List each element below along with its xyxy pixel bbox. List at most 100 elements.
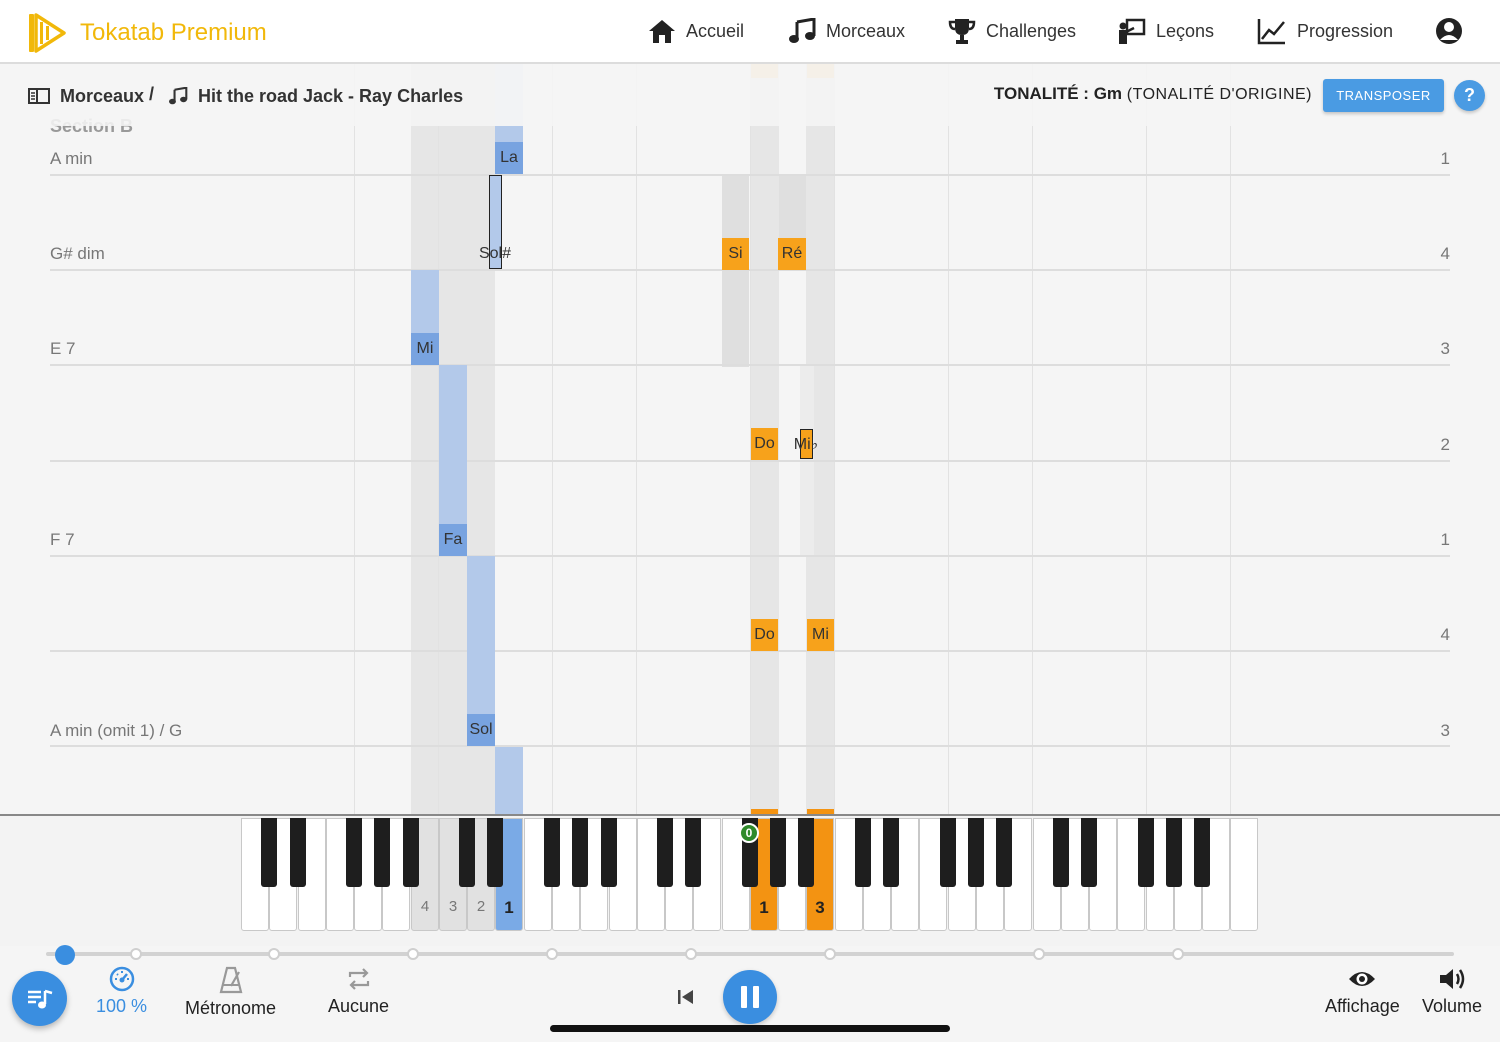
black-key[interactable] [487, 818, 504, 887]
grid-line [438, 64, 439, 814]
note-la: La [495, 142, 523, 174]
white-key[interactable] [1230, 818, 1259, 931]
black-key[interactable] [996, 818, 1013, 887]
nav-challenges[interactable]: Challenges [948, 14, 1076, 48]
song-header-bar: Morceaux / Hit the road Jack - Ray Charl… [0, 64, 1500, 126]
note-do-2: Do [751, 619, 778, 651]
black-key[interactable] [402, 818, 419, 887]
black-key[interactable] [1194, 818, 1211, 887]
loop-label: Aucune [328, 996, 390, 1016]
black-key[interactable] [289, 818, 306, 887]
black-key[interactable] [685, 818, 702, 887]
black-key[interactable] [939, 818, 956, 887]
nav-label: Morceaux [826, 20, 906, 41]
black-key[interactable] [261, 818, 278, 887]
pause-icon [741, 986, 759, 1008]
note-mi: Mi [411, 333, 439, 365]
trophy-icon [948, 19, 976, 44]
note-fa: Fa [439, 524, 467, 556]
brand-name: Tokatab Premium [80, 19, 267, 46]
section-marker[interactable] [130, 948, 142, 960]
black-key[interactable] [572, 818, 589, 887]
metronome-button[interactable]: Métronome [185, 966, 276, 1019]
finger-number: 4 [420, 898, 430, 915]
speed-control[interactable]: 100 % [96, 966, 147, 1017]
nav-label: Progression [1297, 20, 1394, 41]
play-pause-button[interactable] [723, 970, 777, 1024]
key-info: TONALITÉ : Gm (TONALITÉ D'ORIGINE) [994, 84, 1312, 104]
piano-keyboard [241, 818, 1259, 932]
nav-account[interactable] [1434, 14, 1474, 48]
black-key[interactable] [770, 818, 787, 887]
section-marker[interactable] [1172, 948, 1184, 960]
grid-line [1032, 64, 1033, 814]
nav-label: Leçons [1156, 20, 1215, 41]
finger-number: 2 [476, 898, 486, 915]
nav-accueil[interactable]: Accueil [648, 14, 744, 48]
beat-line [50, 460, 1450, 462]
black-key[interactable] [1081, 818, 1098, 887]
nav-morceaux[interactable]: Morceaux [788, 14, 905, 48]
note-tail [467, 556, 495, 716]
black-key[interactable] [968, 818, 985, 887]
black-key[interactable] [1165, 818, 1182, 887]
nav-progression[interactable]: Progression [1257, 14, 1393, 48]
key-value: Gm [1093, 84, 1123, 103]
loop-button[interactable]: Aucune [328, 966, 389, 1017]
key-lane [411, 64, 439, 814]
piano-top-border [0, 814, 1500, 816]
book-open-icon [28, 88, 50, 104]
brand[interactable]: Tokatab Premium [26, 12, 267, 54]
section-marker[interactable] [546, 948, 558, 960]
beat-line [50, 174, 1450, 176]
speedometer-icon [109, 966, 134, 992]
teacher-board-icon [1119, 18, 1146, 44]
beat-number: 4 [1440, 244, 1450, 263]
section-marker[interactable] [1033, 948, 1045, 960]
section-marker[interactable] [407, 948, 419, 960]
song-progress-track[interactable] [46, 952, 1454, 956]
note-tail [411, 270, 439, 334]
black-key[interactable] [543, 818, 560, 887]
skip-back-button[interactable] [676, 987, 696, 1012]
black-key[interactable] [459, 818, 476, 887]
black-key[interactable] [883, 818, 900, 887]
grid-line [1230, 64, 1231, 814]
speed-label: 100 % [96, 996, 148, 1016]
section-marker[interactable] [685, 948, 697, 960]
chord-label: F 7 [50, 530, 75, 549]
nav-label: Challenges [986, 20, 1077, 41]
volume-button[interactable]: Volume [1422, 966, 1482, 1017]
black-key[interactable] [657, 818, 674, 887]
transpose-button[interactable]: TRANSPOSER [1323, 79, 1444, 112]
black-key[interactable] [1137, 818, 1154, 887]
home-icon [649, 20, 675, 43]
beat-line [50, 269, 1450, 271]
beat-line [50, 555, 1450, 557]
black-key[interactable] [1052, 818, 1069, 887]
black-key[interactable] [854, 818, 871, 887]
beat-number: 1 [1440, 530, 1450, 549]
grid-line [636, 64, 637, 814]
chord-label: A min [50, 149, 93, 168]
help-button[interactable]: ? [1454, 80, 1485, 111]
finger-number: 3 [448, 898, 458, 915]
note-tail [807, 809, 834, 815]
black-key[interactable] [600, 818, 617, 887]
nav-lecons[interactable]: Leçons [1118, 14, 1214, 48]
display-button[interactable]: Affichage [1325, 966, 1400, 1017]
progress-thumb[interactable] [55, 945, 75, 965]
breadcrumb-morceaux[interactable]: Morceaux [28, 84, 144, 108]
song-list-button[interactable] [12, 971, 67, 1026]
note-sol-sharp: Sol# [478, 245, 512, 262]
grid-line [948, 64, 949, 814]
black-key[interactable] [798, 818, 815, 887]
note-do: Do [751, 428, 778, 460]
section-marker[interactable] [268, 948, 280, 960]
chord-label: G# dim [50, 244, 105, 263]
black-key[interactable] [374, 818, 391, 887]
black-key[interactable] [346, 818, 363, 887]
section-marker[interactable] [824, 948, 836, 960]
note-mi-2: Mi [807, 619, 834, 651]
